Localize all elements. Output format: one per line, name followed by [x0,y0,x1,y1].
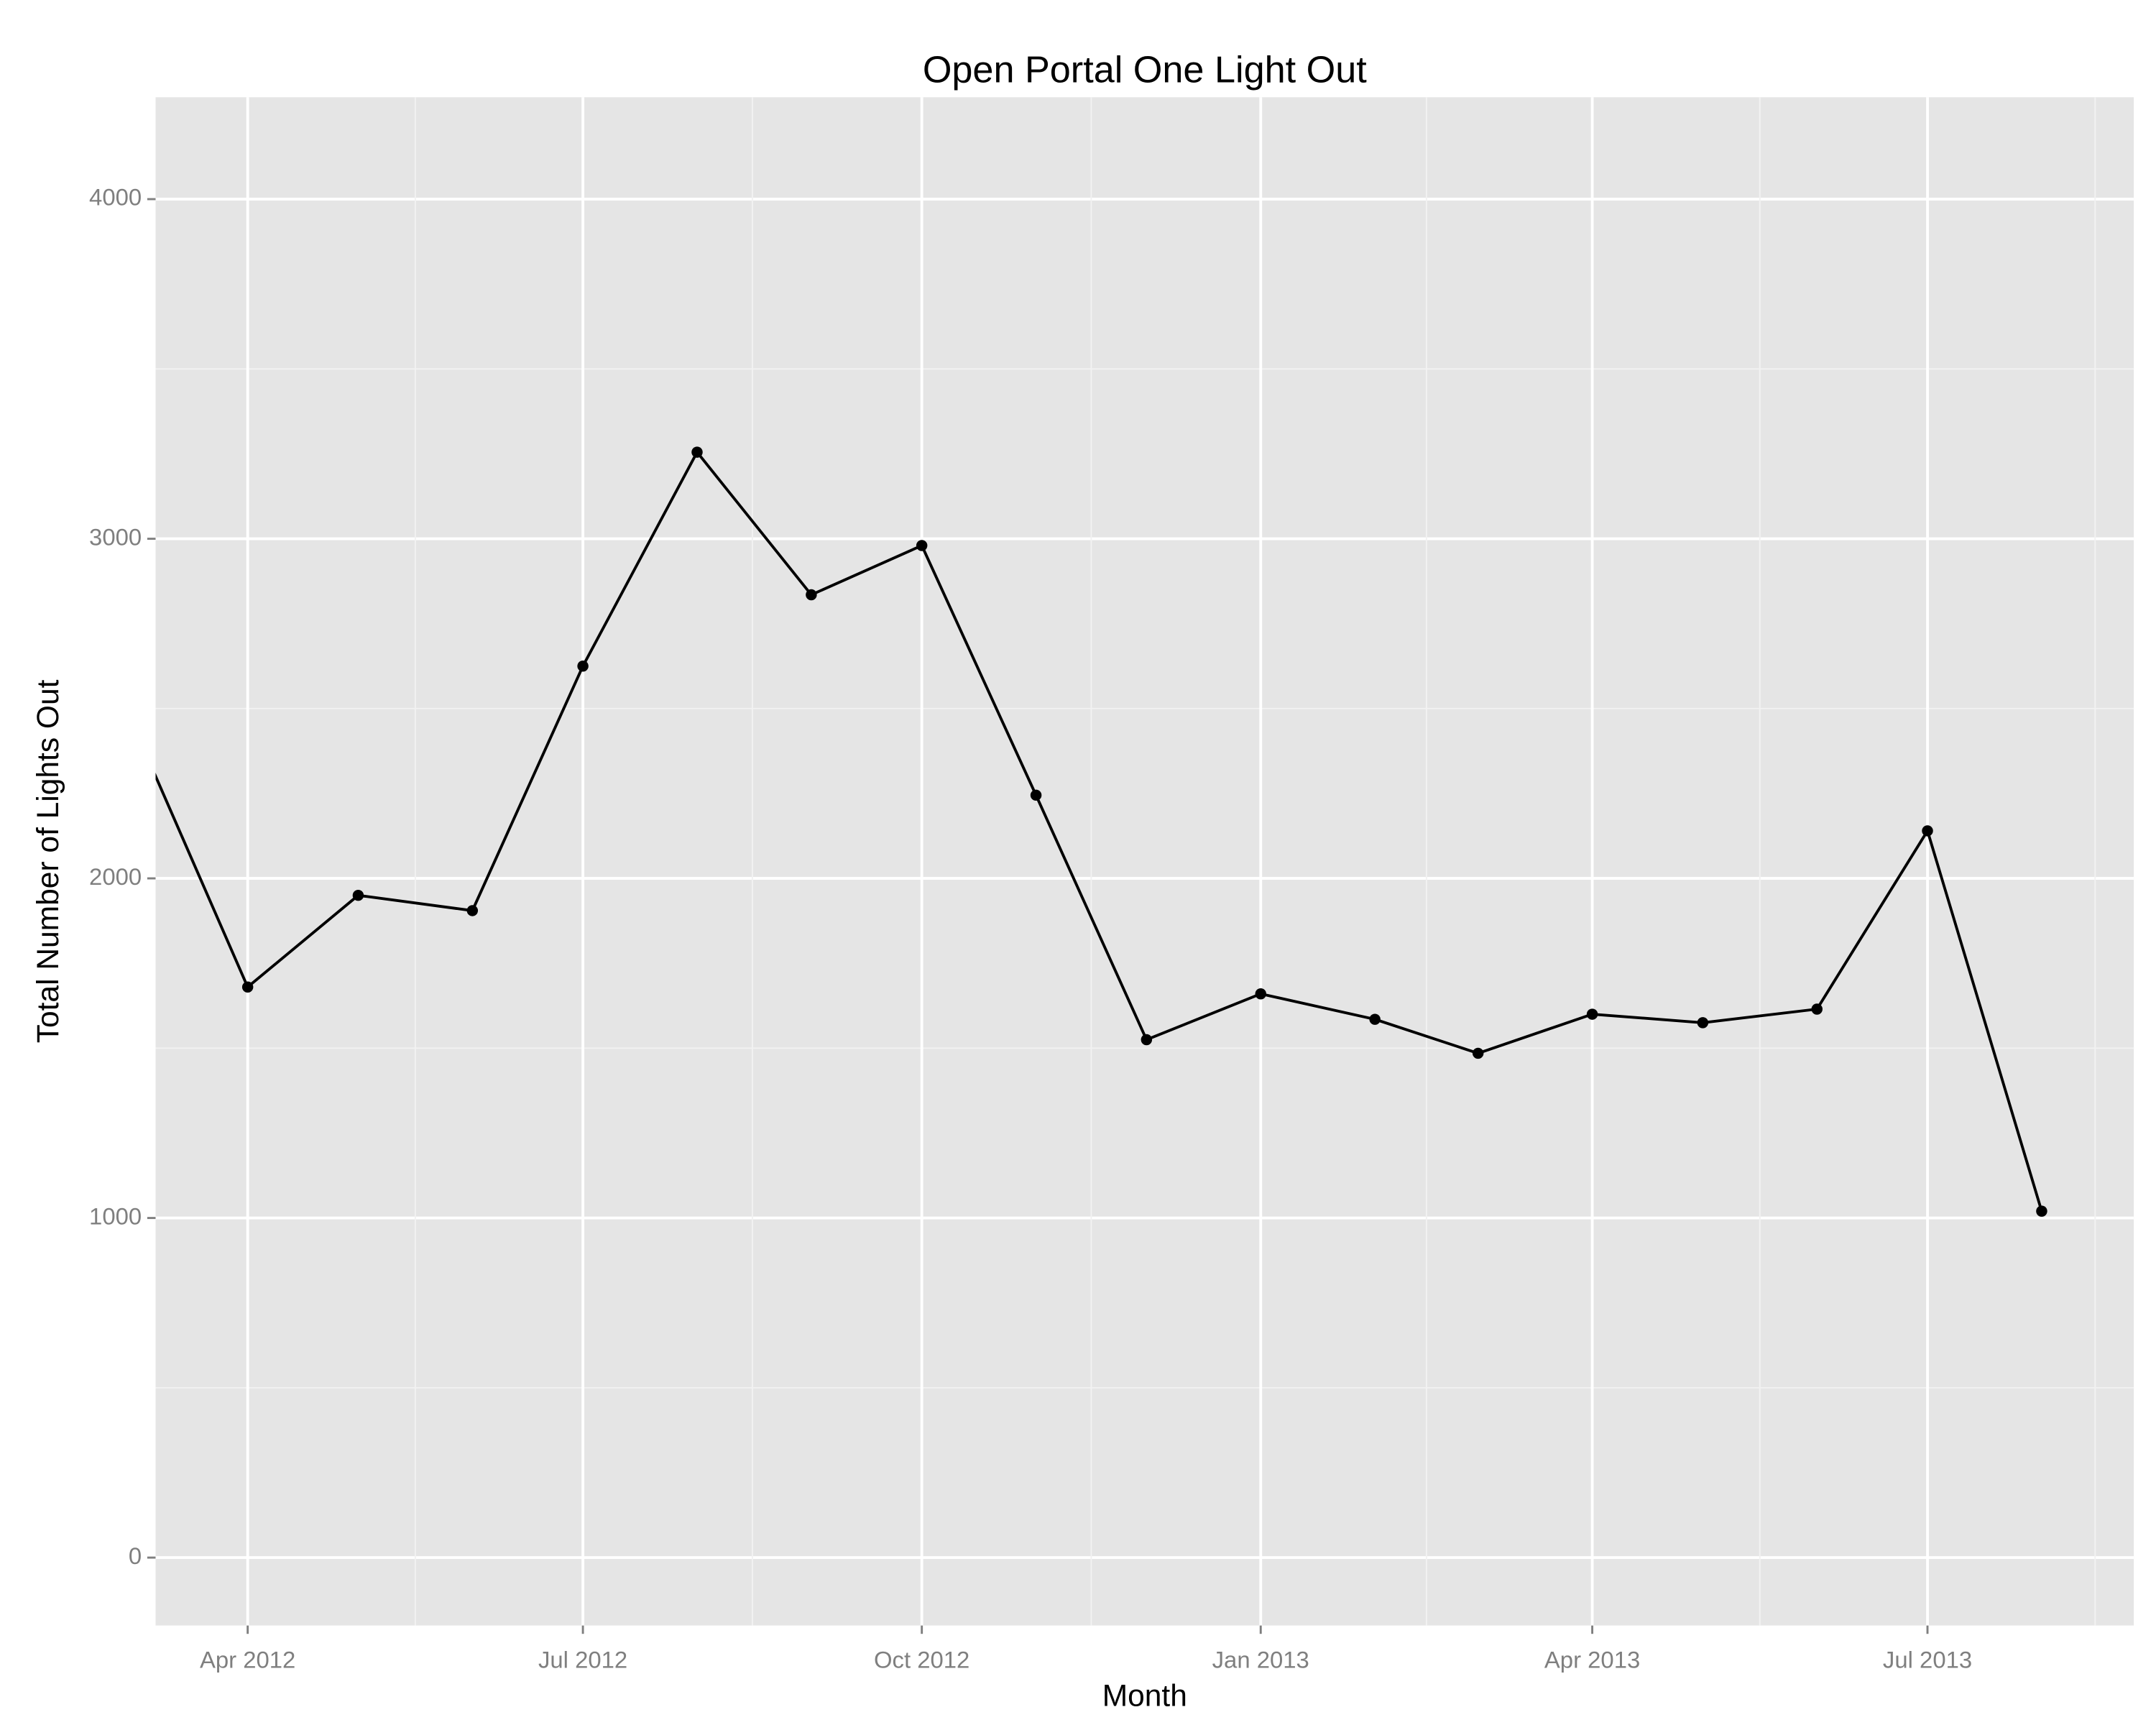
data-point [1811,1003,1823,1015]
series-line [155,449,2043,1212]
x-tick-label: Jul 2012 [538,1647,627,1673]
x-tick-label: Apr 2012 [200,1647,295,1673]
data-point [1369,1013,1381,1025]
data-point [128,720,139,731]
x-tick-label: Oct 2012 [874,1647,969,1673]
x-tick-label: Apr 2013 [1544,1647,1640,1673]
y-tick-label: 3000 [89,523,142,550]
data-point [352,889,364,901]
data-point [577,661,589,672]
data-point [916,540,928,551]
data-point [1472,1047,1484,1059]
data-point [1255,988,1266,1000]
y-tick-label: 4000 [89,184,142,211]
plot-panel [155,97,2134,1626]
x-axis-label: Month [1102,1679,1187,1713]
chart-title: Open Portal One Light Out [923,49,1367,91]
data-point [1030,789,1042,801]
data-point [1586,1008,1598,1020]
x-tick-label: Jul 2013 [1883,1647,1972,1673]
grid [155,97,2134,1626]
data-point [806,589,817,601]
y-tick-label: 1000 [89,1202,142,1229]
y-axis-label: Total Number of Lights Out [32,679,65,1043]
data-point [466,905,479,916]
data-point [241,981,254,993]
data-point [1141,1034,1153,1046]
x-tick-label: Jan 2013 [1212,1647,1309,1673]
data-point [1697,1017,1709,1029]
data-layer [128,446,2047,1217]
y-tick-label: 0 [129,1542,142,1569]
data-point [691,446,703,458]
data-point [1922,825,1933,837]
y-tick-label: 2000 [89,863,142,890]
data-point [2036,1205,2047,1217]
